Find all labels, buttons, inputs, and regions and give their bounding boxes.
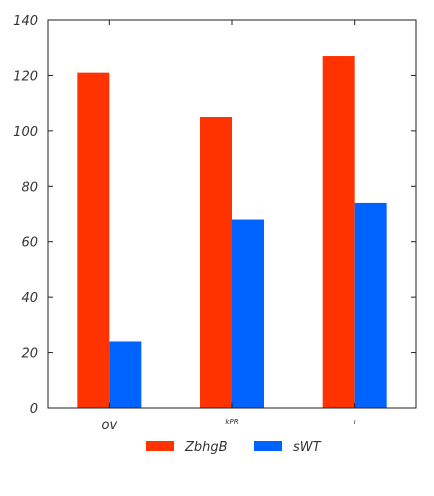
y-tick-label: 120 <box>13 69 38 84</box>
bar-ZbhgB-2 <box>322 56 355 409</box>
y-tick-label: 40 <box>21 291 38 306</box>
bar-ZbhgB-0 <box>77 72 110 409</box>
y-tick-label: 80 <box>21 180 38 195</box>
y-tick-label: 60 <box>21 236 38 251</box>
y-tick-label: 0 <box>30 402 38 417</box>
x-tick-label: kPR <box>225 418 238 426</box>
y-tick-label: 20 <box>21 347 38 362</box>
legend-label-sWT: sWT <box>293 440 322 455</box>
y-tick-label: 140 <box>13 14 38 29</box>
bar-ZbhgB-1 <box>200 117 232 408</box>
bar-sWT-0 <box>109 341 142 408</box>
y-tick-label: 100 <box>13 125 38 140</box>
x-axis: ov kPR ı <box>102 20 356 433</box>
legend-swatch-sWT <box>254 441 282 451</box>
legend-label-ZbhgB: ZbhgB <box>184 440 228 455</box>
x-tick-label: ı <box>354 418 356 426</box>
bar-sWT-2 <box>354 202 387 408</box>
bars-layer <box>77 56 387 409</box>
x-tick-label: ov <box>102 418 118 433</box>
legend: ZbhgB sWT <box>146 440 322 455</box>
y-axis: 0 20 40 60 80 100 120 140 <box>13 14 416 417</box>
legend-swatch-ZbhgB <box>146 441 174 451</box>
bar-sWT-1 <box>232 219 264 408</box>
